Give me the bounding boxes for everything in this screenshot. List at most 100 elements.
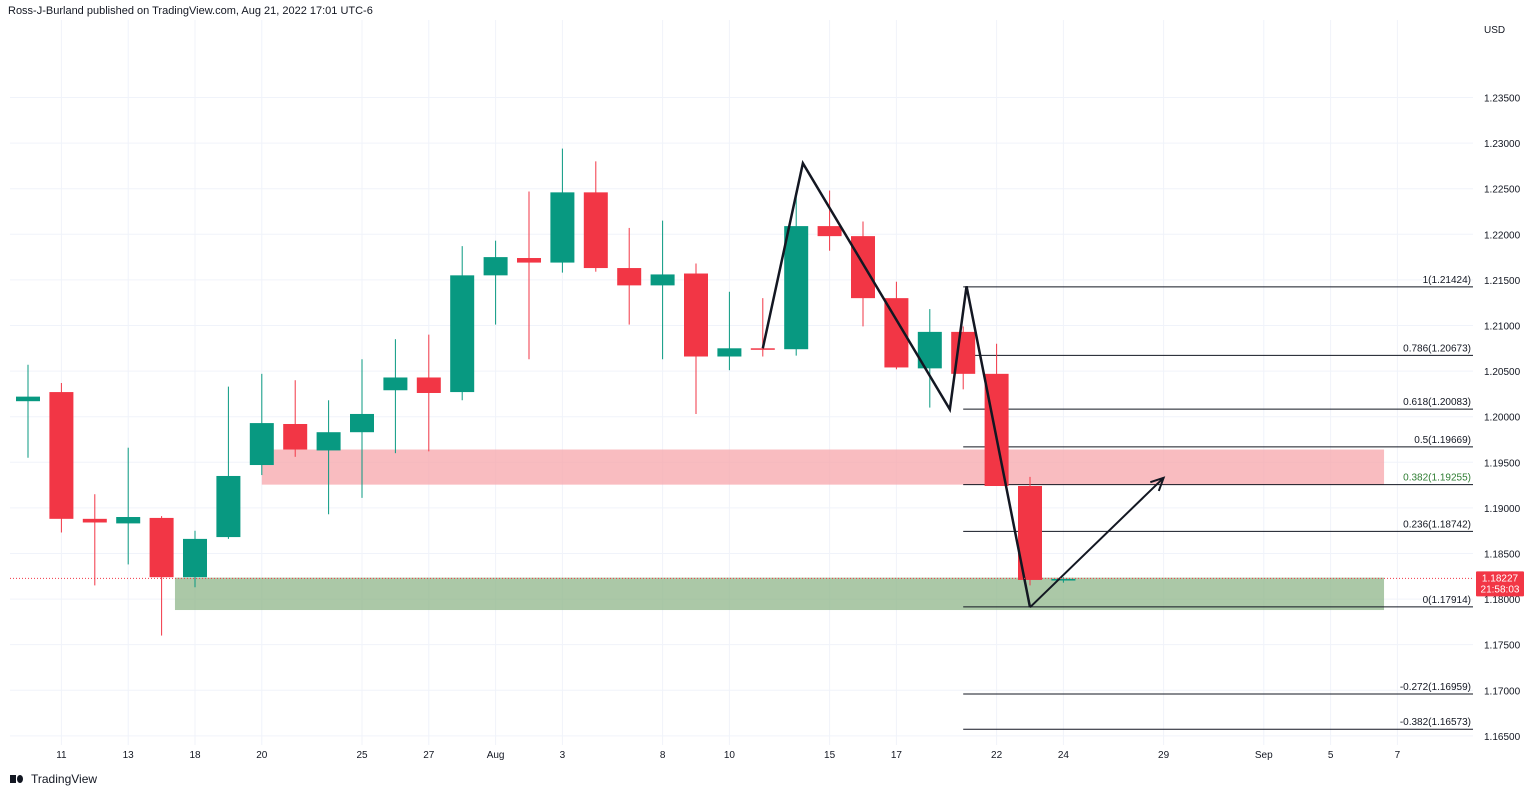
candles[interactable]: [16, 148, 1076, 636]
price-axis-tick-label: 1.17500: [1484, 641, 1521, 652]
time-axis[interactable]: 11 13 18 20 25 27 Aug 3 8 10 15 17 22 24 29 Sep 5 7: [56, 750, 1400, 761]
candle-body: [684, 273, 708, 357]
candle-bullish[interactable]: [717, 291, 742, 371]
candle-body: [517, 258, 541, 263]
price-axis-tick-label: 1.23500: [1484, 94, 1521, 105]
fib-level-label: 0.5(1.19669): [1414, 435, 1471, 446]
candle-bearish[interactable]: [49, 382, 74, 533]
pattern-drawing[interactable]: [761, 159, 1166, 609]
fib-level-label: 0.236(1.18742): [1403, 519, 1471, 530]
time-axis-tick-label: 17: [891, 750, 903, 761]
price-axis-tick-label: 1.17000: [1484, 686, 1521, 697]
candle-bearish[interactable]: [283, 380, 308, 457]
candle-bullish[interactable]: [216, 386, 241, 539]
candle-body: [650, 274, 675, 286]
candle-bullish[interactable]: [483, 240, 508, 325]
candle-body: [216, 475, 241, 538]
arrow-head-icon: [1149, 476, 1166, 492]
candle-body: [617, 268, 642, 286]
candle-bearish[interactable]: [817, 190, 842, 251]
candle-bearish[interactable]: [416, 334, 441, 452]
candle-bearish[interactable]: [82, 494, 107, 586]
time-axis-tick-label: 5: [1328, 750, 1334, 761]
time-axis-tick-label: 24: [1058, 750, 1070, 761]
time-axis-tick-label: 27: [423, 750, 435, 761]
time-axis-tick-label: 8: [660, 750, 666, 761]
candle-bullish[interactable]: [116, 447, 141, 565]
resistance-zone: [261, 449, 1385, 485]
fib-level-label: 0.786(1.20673): [1403, 343, 1471, 354]
price-axis-tick-label: 1.19500: [1484, 458, 1521, 469]
candle-body: [450, 275, 475, 393]
time-axis-tick-label: 22: [991, 750, 1003, 761]
candle-body: [49, 392, 74, 519]
projection-arrow-line[interactable]: [1029, 477, 1165, 609]
last-price-value: 1.18227: [1482, 573, 1519, 584]
candle-body: [550, 192, 575, 263]
last-price-badge: [1476, 571, 1524, 597]
candle-body: [183, 538, 207, 578]
candle-bullish[interactable]: [917, 309, 942, 408]
candle-bullish[interactable]: [650, 220, 675, 360]
candle-body: [784, 226, 809, 350]
candle-bearish[interactable]: [851, 221, 875, 327]
candle-bullish[interactable]: [550, 148, 575, 273]
fib-level-label: -0.382(1.16573): [1400, 717, 1471, 728]
candle-bullish[interactable]: [16, 364, 40, 458]
candle-body: [82, 518, 107, 523]
time-axis-tick-label: 3: [560, 750, 566, 761]
candle-body: [316, 432, 341, 451]
candle-body: [1051, 579, 1076, 581]
candle-bearish[interactable]: [884, 281, 909, 370]
candle-bearish[interactable]: [583, 161, 608, 272]
candle-bullish[interactable]: [784, 194, 809, 356]
grid-lines: [10, 20, 1473, 745]
candle-bullish[interactable]: [350, 359, 374, 498]
candle-bullish[interactable]: [316, 400, 341, 515]
price-axis-tick-label: 1.18000: [1484, 595, 1521, 606]
price-axis-tick-label: 1.20000: [1484, 413, 1521, 424]
candle-body: [817, 226, 842, 237]
candle-bearish[interactable]: [617, 227, 642, 325]
time-axis-tick-label: Sep: [1255, 750, 1273, 761]
price-axis-tick-label: 1.21500: [1484, 276, 1521, 287]
price-axis-tick-label: 1.22500: [1484, 185, 1521, 196]
footer-brand: TradingView: [31, 772, 98, 786]
price-axis-currency: USD: [1484, 25, 1505, 36]
footer: TradingView: [10, 772, 97, 786]
candle-body: [750, 348, 775, 350]
price-zones: [174, 449, 1385, 611]
price-axis-tick-label: 1.23000: [1484, 139, 1521, 150]
candle-body: [149, 517, 174, 578]
candle-body: [717, 348, 742, 357]
candle-bearish[interactable]: [684, 263, 708, 414]
candle-body: [383, 377, 408, 391]
candle-bearish[interactable]: [149, 516, 174, 636]
fib-level-label: 1(1.21424): [1423, 275, 1471, 286]
price-axis[interactable]: USD 1.23500 1.23000 1.22500 1.22000 1.21500 1.…: [1484, 25, 1521, 743]
candle-body: [283, 423, 308, 450]
candle-bullish[interactable]: [249, 373, 274, 476]
price-axis-tick-label: 1.21000: [1484, 322, 1521, 333]
support-zone: [174, 577, 1385, 611]
fib-level-label: 0.618(1.20083): [1403, 397, 1471, 408]
zigzag-pattern-line[interactable]: [761, 159, 1032, 608]
candle-body: [116, 517, 141, 524]
price-axis-tick-label: 1.20500: [1484, 367, 1521, 378]
price-axis-tick-label: 1.19000: [1484, 504, 1521, 515]
time-axis-tick-label: 15: [824, 750, 836, 761]
time-axis-tick-label: 29: [1158, 750, 1170, 761]
publish-info: Ross-J-Burland published on TradingView.…: [8, 5, 373, 17]
fibonacci-retracement[interactable]: 1(1.21424) 0.786(1.20673) 0.618(1.20083) 0.…: [963, 275, 1473, 730]
candle-bullish[interactable]: [450, 246, 475, 401]
candle-bearish[interactable]: [517, 191, 541, 360]
candle-bullish[interactable]: [183, 530, 207, 588]
candle-bullish[interactable]: [383, 339, 408, 454]
candle-bearish[interactable]: [984, 343, 1009, 487]
fib-level-label: 0(1.17914): [1423, 595, 1471, 606]
candle-body: [483, 257, 508, 276]
candle-body: [583, 192, 608, 269]
time-axis-tick-label: 20: [256, 750, 268, 761]
bar-countdown: 21:58:03: [1481, 584, 1520, 595]
